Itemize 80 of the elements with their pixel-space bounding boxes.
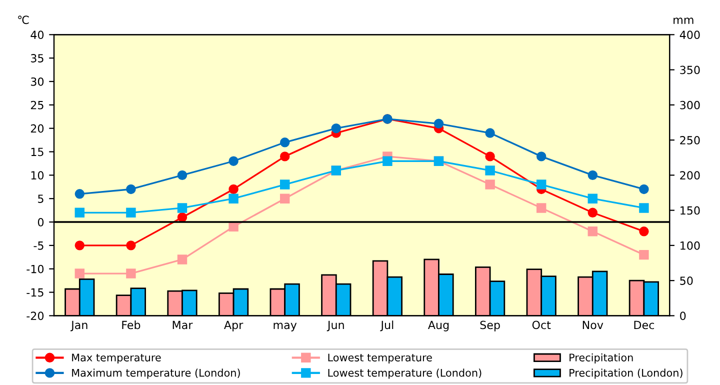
y2-tick-label: 200	[680, 171, 700, 180]
point	[536, 180, 546, 190]
legend-label: Maximum temperature (London)	[72, 368, 240, 379]
point	[177, 170, 188, 180]
legend-label: Precipitation (London)	[570, 368, 682, 379]
point	[228, 184, 238, 194]
x-tick-label: Jan	[70, 320, 88, 332]
x-tick-label: Nov	[582, 320, 604, 330]
point	[639, 250, 649, 260]
point	[536, 203, 546, 213]
legend-label: Precipitation	[570, 353, 633, 364]
x-tick-label: Jun	[326, 320, 344, 332]
point	[280, 194, 290, 204]
y-tick-label: 40	[30, 30, 44, 40]
point	[331, 123, 342, 134]
x-tick-label: Sep	[480, 320, 500, 332]
point	[280, 138, 290, 148]
y-tick-label: -15	[26, 288, 44, 297]
point	[280, 180, 290, 190]
y2-tick-label: 300	[680, 100, 700, 110]
y-tick-label: 25	[30, 100, 44, 110]
point	[126, 268, 136, 278]
x-tick-label: Jul	[380, 320, 394, 332]
point	[177, 254, 188, 264]
y-tick-label: 10	[31, 171, 44, 180]
point	[639, 226, 649, 236]
y2-tick-label: 400	[680, 30, 700, 40]
point	[485, 128, 495, 138]
x-tick-label: may	[274, 322, 297, 332]
point	[177, 203, 188, 213]
y-tick-label: 30	[30, 77, 44, 86]
x-tick-label: Oct	[532, 320, 551, 330]
point	[228, 194, 238, 204]
point	[126, 208, 136, 218]
legend-label: Lowest temperature (London)	[328, 368, 482, 379]
point	[126, 240, 136, 250]
point	[588, 170, 598, 180]
point	[434, 118, 444, 129]
y2-tick-label: 250	[680, 136, 700, 144]
y2-tick-label: 0	[680, 312, 686, 320]
point	[588, 226, 598, 236]
y2-axis-title: mm	[674, 18, 694, 24]
point	[74, 240, 85, 250]
point	[588, 194, 598, 204]
x-tick-label: Dec	[634, 320, 654, 330]
y-tick-label: -10	[26, 264, 44, 274]
point	[485, 166, 495, 176]
y-tick-label: 5	[38, 194, 44, 203]
y-tick-label: 15	[31, 148, 44, 156]
point	[485, 152, 495, 162]
y-tick-label: 35	[30, 54, 44, 62]
y-tick-label: -20	[26, 312, 44, 320]
point	[126, 184, 136, 194]
x-tick-label: Apr	[224, 320, 244, 332]
y2-tick-label: 350	[680, 66, 700, 74]
y-tick-label: 0	[38, 218, 44, 226]
x-tick-label: Aug	[428, 320, 449, 332]
point	[536, 152, 546, 162]
y-axis-title: ℃	[18, 16, 29, 24]
x-tick-label: Mar	[172, 320, 193, 330]
point	[228, 222, 238, 232]
point	[280, 152, 290, 162]
legend-label: Max temperature	[72, 354, 161, 364]
point	[74, 189, 85, 199]
x-tick-label: Feb	[122, 320, 140, 330]
point	[639, 184, 649, 194]
point	[382, 156, 392, 166]
y-tick-label: 20	[30, 124, 44, 133]
point	[74, 208, 85, 218]
point	[177, 212, 188, 222]
y-tick-label: -5	[34, 242, 44, 250]
point	[485, 180, 495, 190]
y2-tick-label: 150	[680, 206, 700, 215]
point	[639, 203, 649, 213]
point	[228, 156, 238, 166]
point	[588, 208, 598, 218]
y2-tick-label: 50	[680, 276, 693, 285]
y2-tick-label: 100	[680, 241, 700, 250]
point	[74, 268, 85, 278]
legend-label: Lowest temperature	[328, 354, 432, 364]
